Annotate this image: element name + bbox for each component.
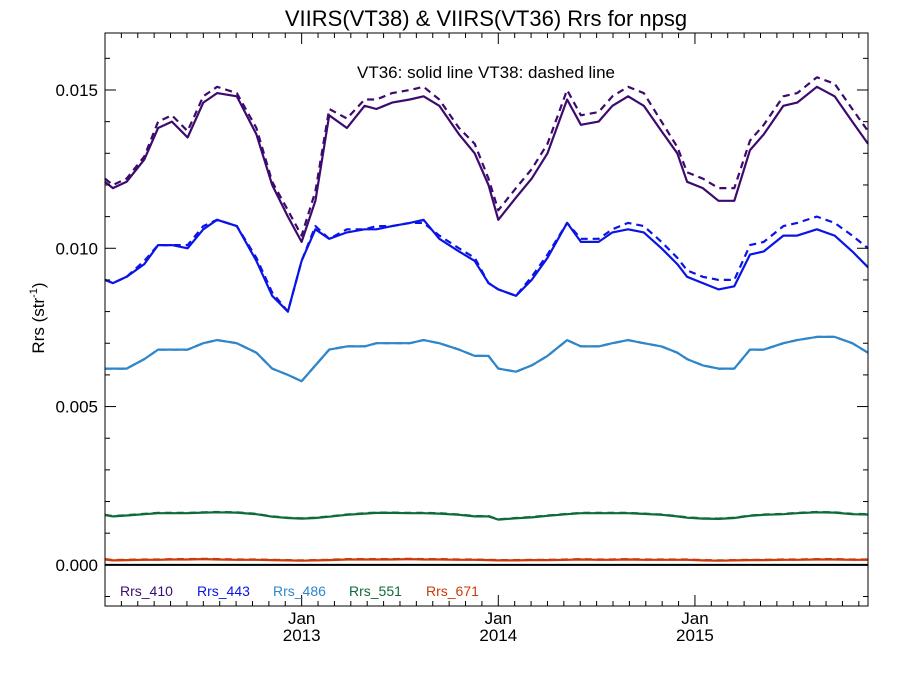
axis-layer: 0.0000.0050.0100.015Jan2013Jan2014Jan201… [55, 32, 869, 645]
legend: Rrs_410 Rrs_443 Rrs_486 Rrs_551 Rrs_671 [120, 583, 479, 599]
x-tick-label-month: Jan [288, 609, 315, 628]
x-tick-label-month: Jan [485, 609, 512, 628]
legend-item-rrs-443: Rrs_443 [197, 583, 250, 599]
series-rrs-486-solid [105, 335, 869, 383]
plot-frame [104, 32, 869, 607]
y-tick-label: 0.015 [55, 81, 98, 100]
y-axis-label-close: ) [29, 282, 48, 288]
series-rrs-486-dashed [105, 335, 869, 383]
series-rrs-410-dashed [104, 76, 869, 237]
legend-item-rrs-551: Rrs_551 [349, 583, 402, 599]
chart-title: VIIRS(VT38) & VIIRS(VT36) Rrs for npsg [285, 6, 687, 31]
x-tick-label-year: 2013 [283, 626, 321, 645]
series-rrs-551-dashed [104, 510, 869, 521]
y-axis-label: Rrs (str-1) [28, 282, 48, 353]
series-rrs-443-solid [104, 218, 869, 313]
y-tick-label: 0.000 [55, 556, 98, 575]
y-axis-label-text: Rrs (str [29, 298, 48, 354]
legend-item-rrs-410: Rrs_410 [120, 583, 173, 599]
legend-item-rrs-671: Rrs_671 [426, 583, 479, 599]
y-axis-label-sup: -1 [28, 288, 40, 298]
series-layer [104, 76, 869, 562]
x-tick-label-month: Jan [681, 609, 708, 628]
x-tick-label-year: 2014 [479, 626, 517, 645]
series-rrs-443-dashed [104, 215, 869, 313]
series-rrs-410-solid [104, 85, 869, 243]
line-style-note: VT36: solid line VT38: dashed line [357, 63, 615, 82]
legend-item-rrs-486: Rrs_486 [273, 583, 326, 599]
x-tick-label-year: 2015 [676, 626, 714, 645]
y-tick-label: 0.005 [55, 398, 98, 417]
series-rrs-671-dashed [104, 557, 868, 562]
y-tick-label: 0.010 [55, 239, 98, 258]
